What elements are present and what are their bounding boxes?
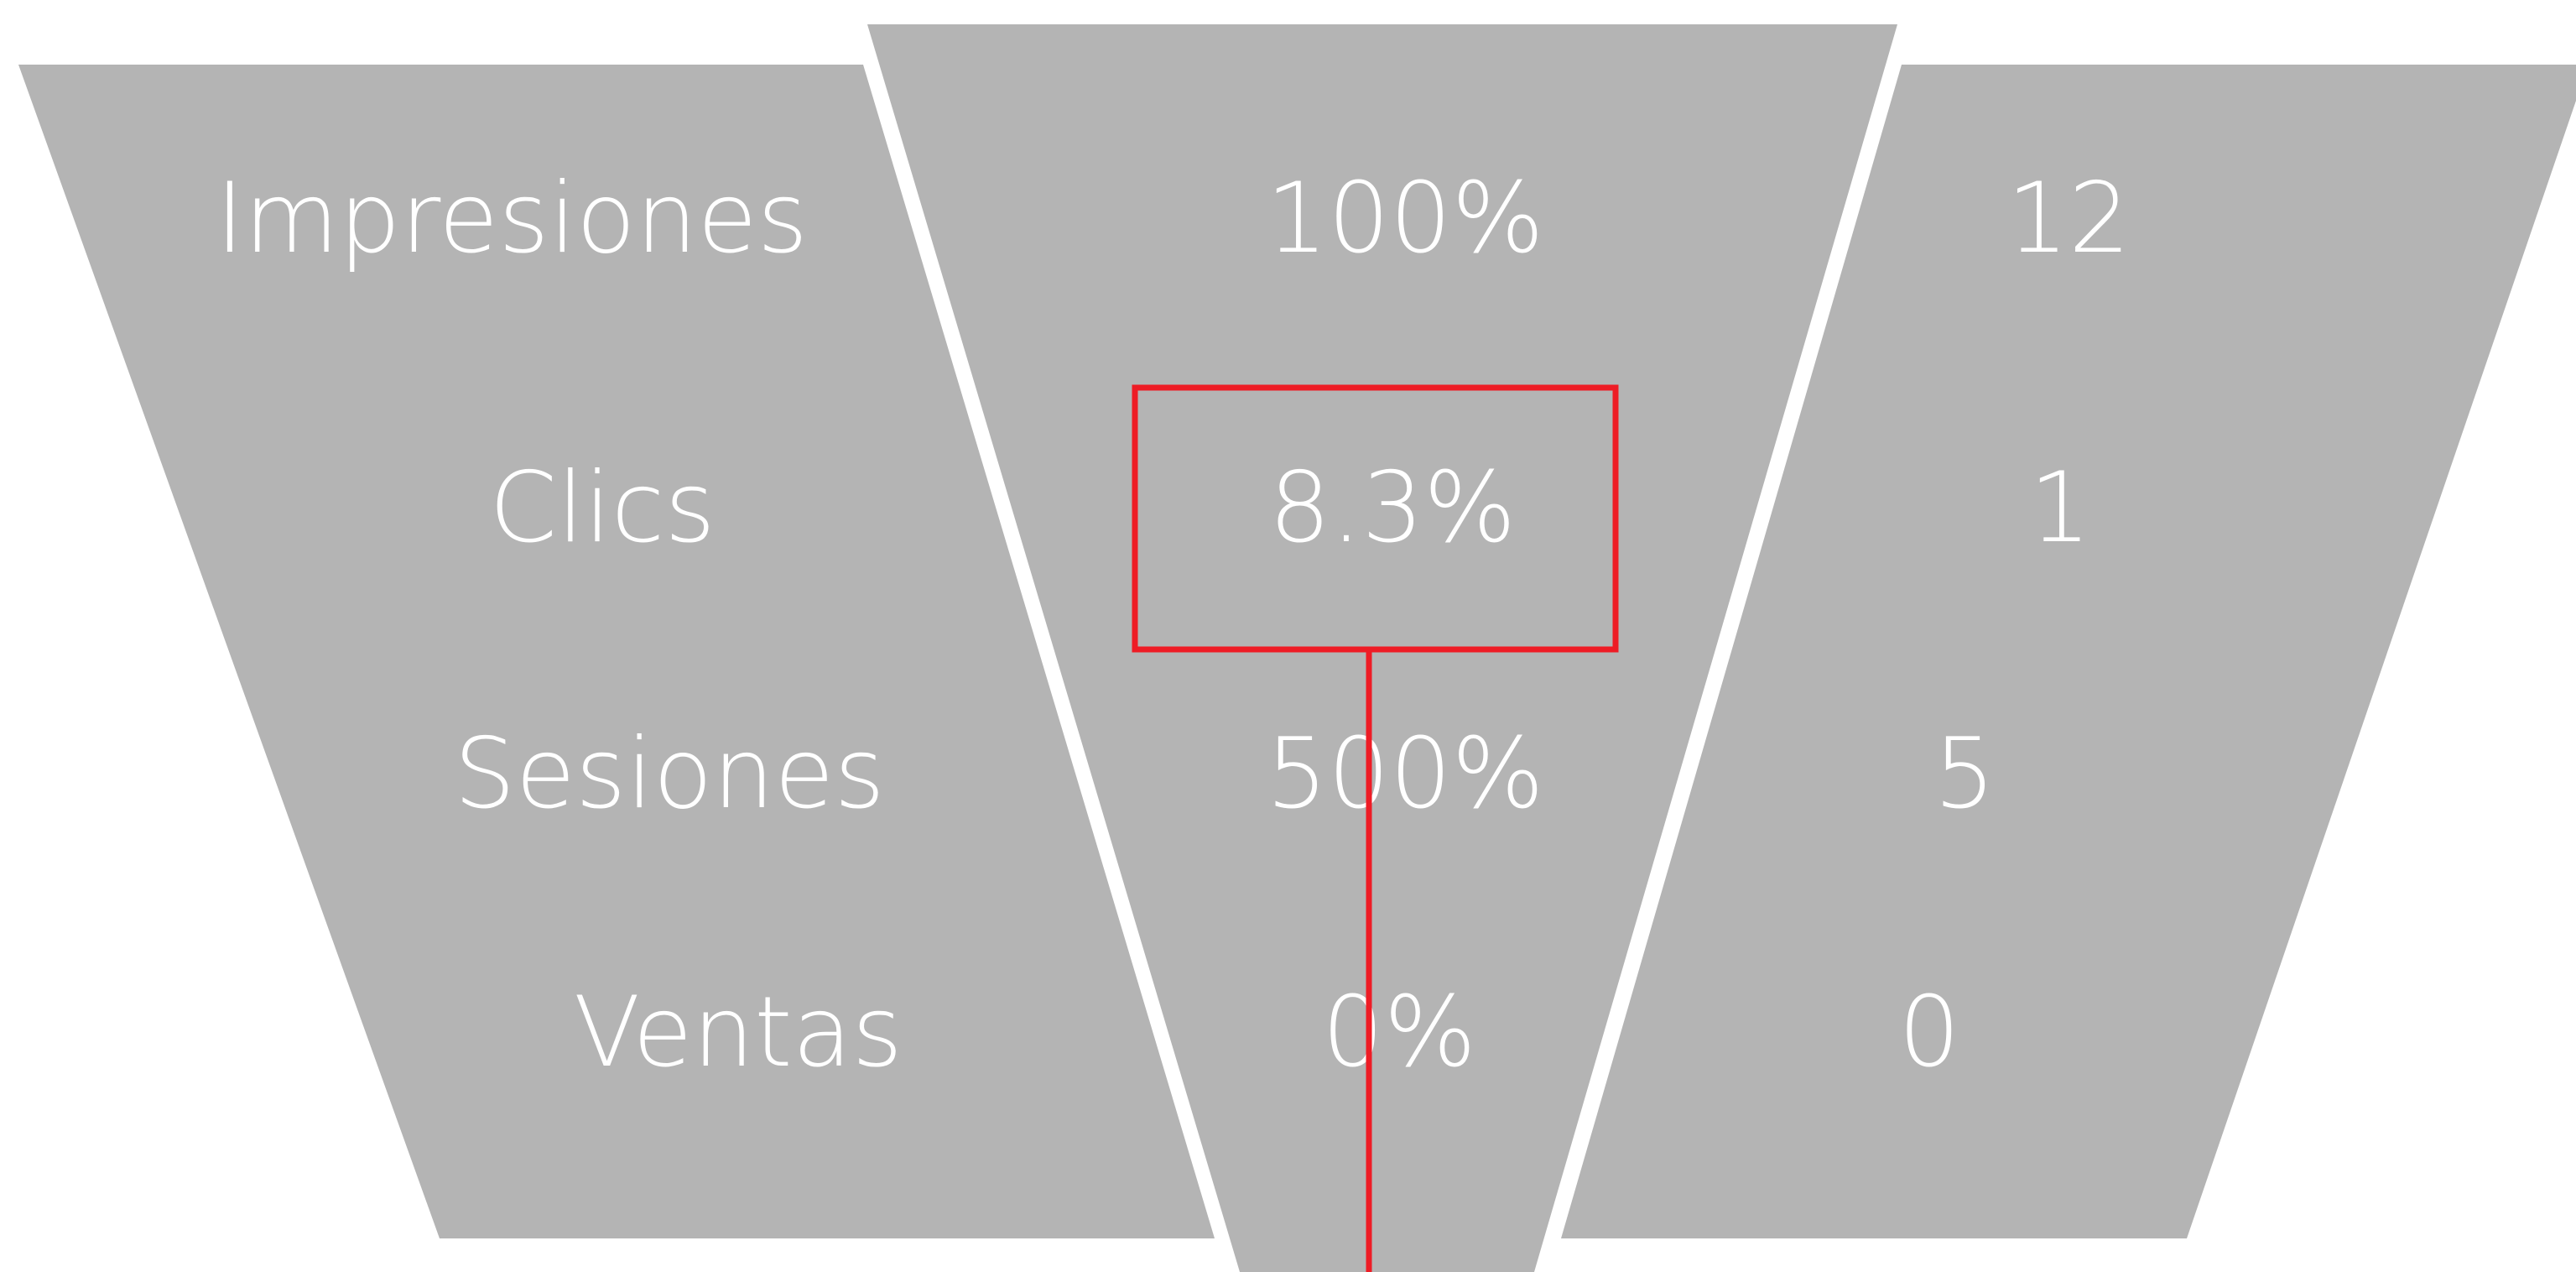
percentage-label-sesiones: 500% xyxy=(1266,717,1544,831)
count-label-impresiones: 12 xyxy=(2006,162,2131,275)
stage-label-clics: Clics xyxy=(489,451,716,565)
percentage-labels: 100% 8.3% 500% 0% xyxy=(1266,162,1544,1089)
count-label-sesiones: 5 xyxy=(1933,717,1996,831)
stage-label-impresiones: Impresiones xyxy=(216,162,808,275)
stage-labels: Impresiones Clics Sesiones Ventas xyxy=(216,162,903,1089)
count-label-clics: 1 xyxy=(2029,451,2091,565)
stage-label-ventas: Ventas xyxy=(574,976,903,1089)
percentage-label-clics: 8.3% xyxy=(1269,451,1517,565)
funnel-segment-stages xyxy=(18,65,1215,1238)
stage-label-sesiones: Sesiones xyxy=(454,717,885,831)
percentage-label-ventas: 0% xyxy=(1322,976,1476,1089)
count-labels: 12 1 5 0 xyxy=(1898,162,2131,1089)
highlight-box xyxy=(1132,384,1619,653)
funnel-segment-counts xyxy=(1561,65,2576,1238)
count-label-ventas: 0 xyxy=(1898,976,1960,1089)
percentage-label-impresiones: 100% xyxy=(1266,162,1544,275)
